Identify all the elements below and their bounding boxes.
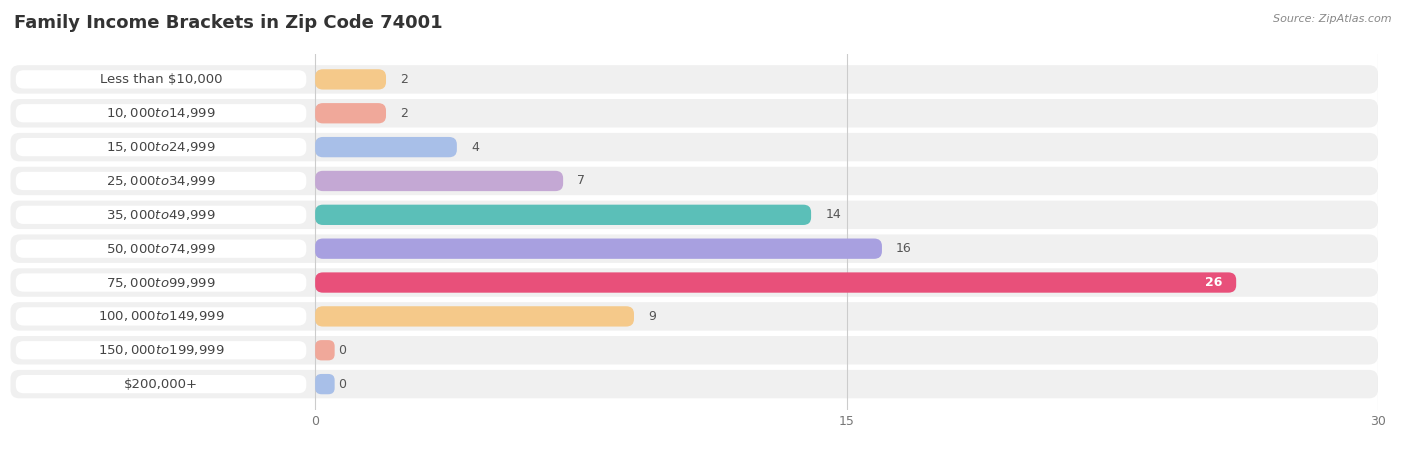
FancyBboxPatch shape <box>315 340 335 360</box>
FancyBboxPatch shape <box>15 138 307 156</box>
FancyBboxPatch shape <box>315 171 564 191</box>
Text: 4: 4 <box>471 140 479 153</box>
FancyBboxPatch shape <box>315 306 634 327</box>
FancyBboxPatch shape <box>10 99 1378 127</box>
FancyBboxPatch shape <box>10 336 1378 364</box>
FancyBboxPatch shape <box>10 370 1378 398</box>
Text: $10,000 to $14,999: $10,000 to $14,999 <box>107 106 217 120</box>
FancyBboxPatch shape <box>15 274 307 292</box>
Text: Family Income Brackets in Zip Code 74001: Family Income Brackets in Zip Code 74001 <box>14 14 443 32</box>
FancyBboxPatch shape <box>15 307 307 325</box>
FancyBboxPatch shape <box>315 374 335 394</box>
FancyBboxPatch shape <box>10 65 1378 94</box>
FancyBboxPatch shape <box>15 206 307 224</box>
FancyBboxPatch shape <box>15 375 307 393</box>
Text: $50,000 to $74,999: $50,000 to $74,999 <box>107 242 217 256</box>
Text: 26: 26 <box>1205 276 1222 289</box>
FancyBboxPatch shape <box>10 268 1378 297</box>
Text: 9: 9 <box>648 310 657 323</box>
Text: 16: 16 <box>896 242 912 255</box>
FancyBboxPatch shape <box>15 104 307 122</box>
FancyBboxPatch shape <box>10 167 1378 195</box>
FancyBboxPatch shape <box>10 302 1378 331</box>
FancyBboxPatch shape <box>315 137 457 157</box>
FancyBboxPatch shape <box>10 201 1378 229</box>
Text: $75,000 to $99,999: $75,000 to $99,999 <box>107 275 217 289</box>
Text: 14: 14 <box>825 208 841 221</box>
FancyBboxPatch shape <box>315 272 1236 292</box>
Text: $150,000 to $199,999: $150,000 to $199,999 <box>98 343 225 357</box>
FancyBboxPatch shape <box>15 172 307 190</box>
Text: Source: ZipAtlas.com: Source: ZipAtlas.com <box>1274 14 1392 23</box>
Text: $100,000 to $149,999: $100,000 to $149,999 <box>98 310 225 324</box>
Text: $35,000 to $49,999: $35,000 to $49,999 <box>107 208 217 222</box>
FancyBboxPatch shape <box>15 239 307 258</box>
Text: $15,000 to $24,999: $15,000 to $24,999 <box>107 140 217 154</box>
FancyBboxPatch shape <box>10 133 1378 162</box>
Text: 2: 2 <box>401 73 408 86</box>
Text: Less than $10,000: Less than $10,000 <box>100 73 222 86</box>
FancyBboxPatch shape <box>15 70 307 89</box>
Text: 0: 0 <box>339 344 346 357</box>
FancyBboxPatch shape <box>15 341 307 360</box>
FancyBboxPatch shape <box>315 69 387 90</box>
FancyBboxPatch shape <box>315 205 811 225</box>
Text: 0: 0 <box>339 378 346 391</box>
FancyBboxPatch shape <box>315 103 387 123</box>
FancyBboxPatch shape <box>315 238 882 259</box>
Text: $200,000+: $200,000+ <box>124 378 198 391</box>
FancyBboxPatch shape <box>10 234 1378 263</box>
Text: 2: 2 <box>401 107 408 120</box>
Text: $25,000 to $34,999: $25,000 to $34,999 <box>107 174 217 188</box>
Text: 7: 7 <box>578 175 585 188</box>
